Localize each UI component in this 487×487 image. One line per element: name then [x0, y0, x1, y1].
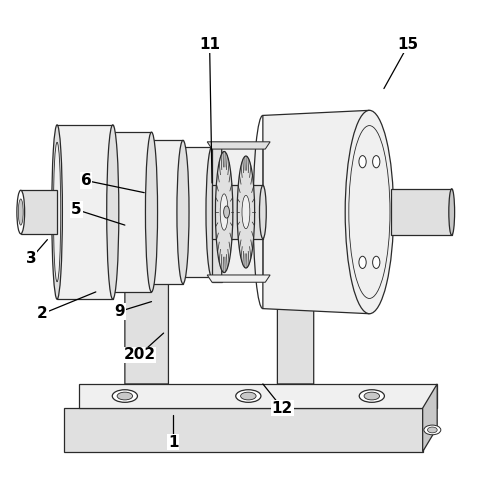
Ellipse shape	[117, 392, 132, 400]
Text: 1: 1	[168, 434, 179, 450]
Polygon shape	[125, 253, 178, 270]
Polygon shape	[212, 142, 222, 282]
Ellipse shape	[54, 142, 61, 282]
Polygon shape	[207, 142, 270, 149]
Polygon shape	[79, 384, 437, 408]
Ellipse shape	[373, 155, 380, 168]
Text: 9: 9	[115, 304, 125, 319]
Text: 2: 2	[37, 306, 48, 321]
Ellipse shape	[359, 256, 366, 268]
Polygon shape	[113, 132, 151, 292]
Polygon shape	[278, 282, 314, 384]
Ellipse shape	[112, 390, 137, 402]
Ellipse shape	[220, 194, 228, 230]
Ellipse shape	[428, 427, 437, 433]
Text: 5: 5	[71, 202, 82, 217]
Polygon shape	[151, 140, 183, 284]
Polygon shape	[64, 408, 423, 452]
Polygon shape	[278, 282, 321, 299]
Text: 3: 3	[26, 250, 37, 265]
Ellipse shape	[206, 147, 218, 278]
Ellipse shape	[373, 256, 380, 268]
Ellipse shape	[19, 199, 23, 225]
Polygon shape	[125, 253, 169, 384]
Polygon shape	[222, 143, 263, 281]
Ellipse shape	[242, 195, 250, 229]
Ellipse shape	[349, 126, 390, 299]
Ellipse shape	[215, 151, 233, 273]
Ellipse shape	[424, 425, 441, 435]
Polygon shape	[212, 186, 263, 239]
Ellipse shape	[237, 156, 255, 268]
Ellipse shape	[359, 155, 366, 168]
Ellipse shape	[107, 125, 119, 299]
Ellipse shape	[449, 189, 455, 235]
Ellipse shape	[17, 190, 25, 234]
Polygon shape	[57, 125, 113, 299]
Text: 12: 12	[272, 401, 293, 415]
Polygon shape	[207, 275, 270, 282]
Polygon shape	[391, 189, 452, 235]
Ellipse shape	[260, 186, 266, 239]
Ellipse shape	[241, 392, 256, 400]
Polygon shape	[287, 273, 301, 297]
Ellipse shape	[236, 390, 261, 402]
Text: 11: 11	[199, 37, 220, 53]
Ellipse shape	[52, 125, 62, 299]
Text: 15: 15	[397, 37, 419, 53]
Ellipse shape	[224, 206, 229, 218]
Polygon shape	[156, 239, 173, 265]
Ellipse shape	[345, 111, 393, 314]
Ellipse shape	[177, 140, 189, 284]
Ellipse shape	[146, 132, 158, 292]
Ellipse shape	[364, 392, 379, 400]
Polygon shape	[263, 111, 370, 314]
Polygon shape	[423, 384, 437, 452]
Polygon shape	[21, 190, 57, 234]
Text: 6: 6	[81, 173, 92, 188]
Ellipse shape	[359, 390, 384, 402]
Text: 202: 202	[123, 347, 155, 362]
Polygon shape	[183, 147, 212, 278]
